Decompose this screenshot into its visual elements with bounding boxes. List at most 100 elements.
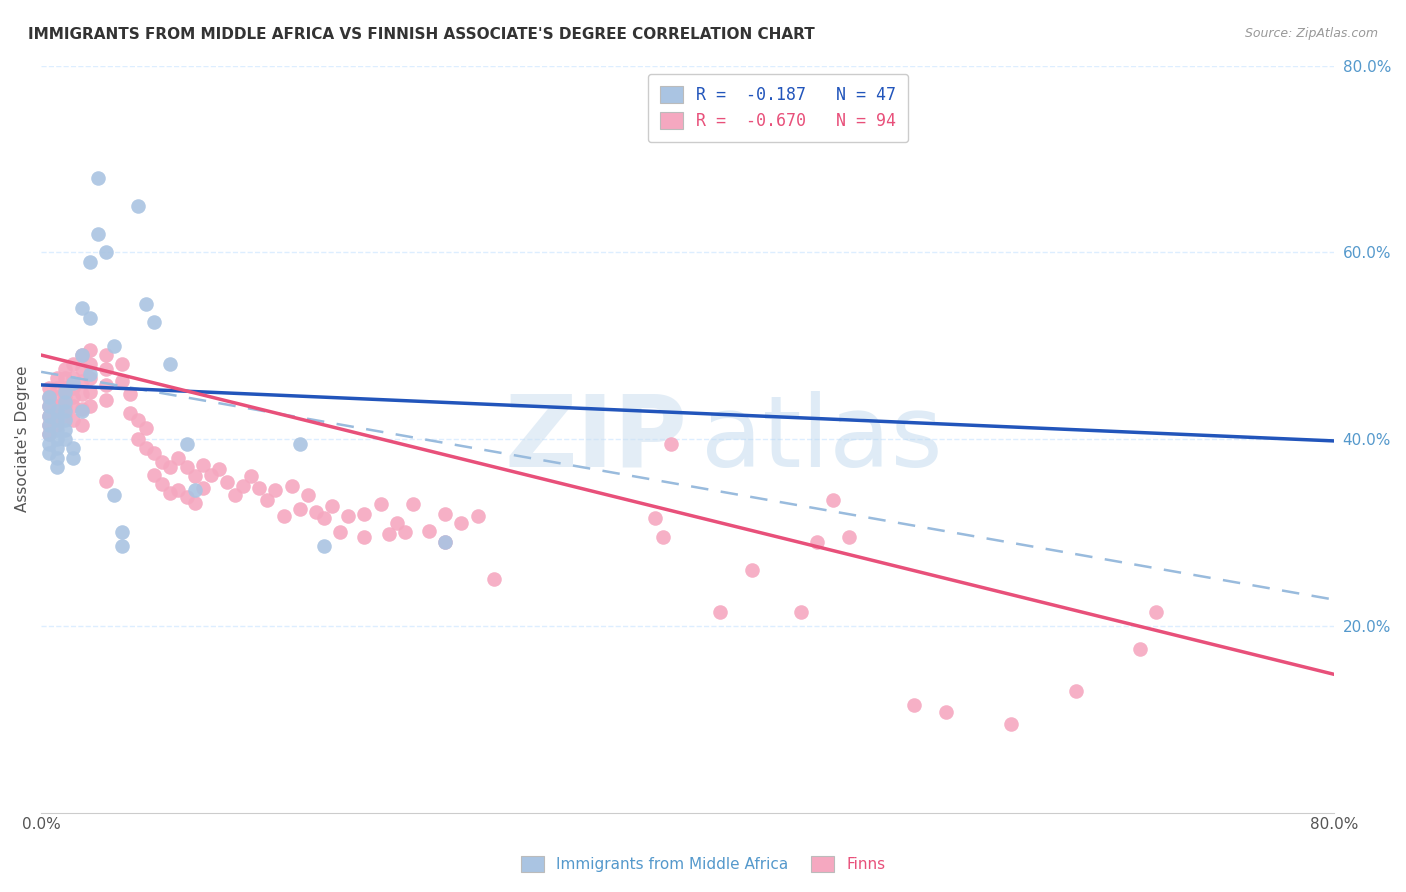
Point — [305, 505, 328, 519]
Point — [46, 450, 69, 465]
Point — [70, 404, 93, 418]
Point — [321, 500, 343, 514]
Point — [46, 460, 69, 475]
Point — [46, 442, 69, 456]
Point — [53, 432, 76, 446]
Point — [200, 467, 222, 482]
Point — [94, 378, 117, 392]
Point — [46, 400, 69, 414]
Point — [661, 436, 683, 450]
Point — [377, 527, 399, 541]
Point — [53, 381, 76, 395]
Point — [823, 492, 845, 507]
Point — [53, 409, 76, 423]
Point — [806, 534, 828, 549]
Point — [838, 530, 860, 544]
Point — [53, 385, 76, 400]
Point — [62, 450, 84, 465]
Point — [385, 516, 408, 530]
Point — [79, 343, 101, 358]
Text: atlas: atlas — [700, 391, 942, 488]
Point — [247, 481, 270, 495]
Point — [1064, 684, 1087, 698]
Point — [46, 381, 69, 395]
Point — [434, 507, 457, 521]
Point — [86, 227, 108, 241]
Point — [1000, 716, 1022, 731]
Point — [53, 413, 76, 427]
Point — [79, 357, 101, 371]
Point — [94, 362, 117, 376]
Point — [741, 563, 763, 577]
Point — [53, 371, 76, 385]
Point — [94, 392, 117, 407]
Point — [402, 498, 425, 512]
Point — [273, 508, 295, 523]
Point — [111, 525, 134, 540]
Point — [183, 495, 205, 509]
Point — [312, 511, 335, 525]
Point — [191, 481, 214, 495]
Point — [38, 418, 60, 433]
Point — [62, 442, 84, 456]
Legend: Immigrants from Middle Africa, Finns: Immigrants from Middle Africa, Finns — [513, 848, 893, 880]
Point — [370, 498, 392, 512]
Point — [70, 387, 93, 401]
Point — [38, 381, 60, 395]
Point — [62, 376, 84, 390]
Point — [70, 301, 93, 316]
Point — [46, 423, 69, 437]
Point — [53, 390, 76, 404]
Point — [159, 357, 181, 371]
Point — [644, 511, 666, 525]
Point — [118, 387, 141, 401]
Point — [38, 436, 60, 450]
Point — [70, 374, 93, 388]
Point — [70, 402, 93, 417]
Point — [79, 254, 101, 268]
Point — [46, 413, 69, 427]
Point — [38, 390, 60, 404]
Point — [38, 390, 60, 404]
Point — [127, 199, 149, 213]
Point — [38, 418, 60, 433]
Point — [288, 502, 311, 516]
Point — [135, 421, 157, 435]
Point — [46, 404, 69, 418]
Point — [167, 450, 190, 465]
Point — [79, 310, 101, 325]
Point — [353, 507, 375, 521]
Point — [482, 572, 505, 586]
Point — [53, 400, 76, 414]
Point — [280, 479, 302, 493]
Point — [127, 432, 149, 446]
Point — [111, 374, 134, 388]
Point — [38, 400, 60, 414]
Text: IMMIGRANTS FROM MIDDLE AFRICA VS FINNISH ASSOCIATE'S DEGREE CORRELATION CHART: IMMIGRANTS FROM MIDDLE AFRICA VS FINNISH… — [28, 27, 815, 42]
Point — [159, 460, 181, 475]
Point — [46, 432, 69, 446]
Point — [62, 413, 84, 427]
Point — [337, 508, 360, 523]
Point — [94, 474, 117, 488]
Point — [790, 605, 813, 619]
Point — [288, 436, 311, 450]
Point — [150, 476, 173, 491]
Point — [62, 357, 84, 371]
Point — [38, 427, 60, 442]
Point — [652, 530, 675, 544]
Y-axis label: Associate's Degree: Associate's Degree — [15, 366, 30, 512]
Point — [62, 371, 84, 385]
Point — [38, 427, 60, 442]
Point — [224, 488, 246, 502]
Point — [38, 409, 60, 423]
Point — [191, 458, 214, 473]
Point — [135, 296, 157, 310]
Point — [111, 357, 134, 371]
Point — [167, 483, 190, 498]
Point — [94, 348, 117, 362]
Text: Source: ZipAtlas.com: Source: ZipAtlas.com — [1244, 27, 1378, 40]
Point — [450, 516, 472, 530]
Point — [143, 467, 166, 482]
Point — [86, 170, 108, 185]
